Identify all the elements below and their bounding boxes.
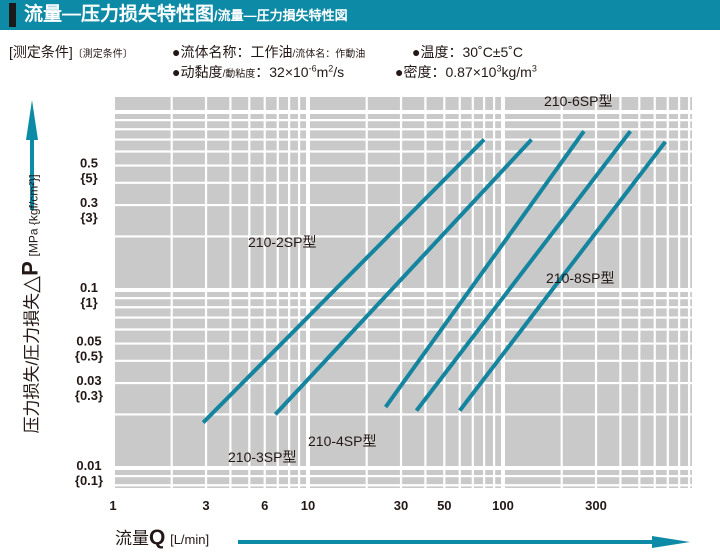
x-tick-label-300: 300 xyxy=(585,498,607,513)
title-sub: /流量—圧力損失特性図 xyxy=(214,8,348,23)
y-tick-label-0.1: 0.1 xyxy=(80,280,98,295)
y-tick-label-0.05: 0.05 xyxy=(76,334,101,349)
series-line-1 xyxy=(201,138,486,424)
x-tick-label-3: 3 xyxy=(202,498,209,513)
y-tick-sublabel-0.03: {0.3} xyxy=(75,388,103,403)
series-label-4: 210-6SP型 xyxy=(544,93,612,109)
condition-density: ●密度：0.87×103kg/m3 xyxy=(395,63,537,81)
y-tick-sublabel-0.01: {0.1} xyxy=(75,473,103,488)
x-tick-label-100: 100 xyxy=(492,498,514,513)
condition-viscosity-unit-exp: 2 xyxy=(328,63,334,74)
conditions-label-jp: 〔測定条件〕 xyxy=(72,49,133,60)
series-line-3 xyxy=(383,130,586,409)
condition-fluid-cn: ●流体名称：工作油 xyxy=(172,44,293,60)
series-label-1: 210-2SP型 xyxy=(248,234,316,250)
x-tick-label-30: 30 xyxy=(394,498,408,513)
condition-viscosity-value: ：32×10 xyxy=(255,64,309,80)
y-tick-label-0.3: 0.3 xyxy=(80,195,98,210)
series-line-2 xyxy=(273,138,533,416)
condition-viscosity-unit-tail: /s xyxy=(333,64,345,80)
title-bar: 流量—压力损失特性图/流量—圧力損失特性図 xyxy=(0,0,720,30)
y-tick-label-0.5: 0.5 xyxy=(80,156,98,171)
y-axis-symbol: △P xyxy=(17,261,43,293)
series-label-5: 210-8SP型 xyxy=(546,270,614,286)
plot-area xyxy=(113,97,692,488)
series-labels: 210-2SP型 210-3SP型 210-4SP型 210-6SP型 210-8SP型 xyxy=(228,93,614,465)
x-axis-unit: [L/min] xyxy=(170,532,210,547)
conditions-label-cn: [测定条件] xyxy=(9,44,73,60)
y-tick-sublabel-0.1: {1} xyxy=(80,295,97,310)
series-label-3: 210-4SP型 xyxy=(308,433,376,449)
x-axis-label: 流量Q [L/min] xyxy=(115,527,209,551)
x-tick-label-50: 50 xyxy=(437,498,451,513)
y-tick-sublabel-0.05: {0.5} xyxy=(75,349,103,364)
condition-viscosity-cn: ●动黏度 xyxy=(172,64,223,80)
condition-density-value: ●密度：0.87×10 xyxy=(395,64,497,80)
series-line-5 xyxy=(458,140,667,412)
condition-density-unit-exp: 3 xyxy=(531,63,537,74)
condition-density-exp: 3 xyxy=(496,63,502,74)
page-title: 流量—压力损失特性图/流量—圧力損失特性図 xyxy=(24,3,348,28)
y-tick-sublabel-0.5: {5} xyxy=(80,171,97,186)
condition-temperature: ●温度：30˚C±5˚C xyxy=(412,44,524,60)
title-main: 流量—压力损失特性图 xyxy=(24,4,215,25)
y-tick-label-0.01: 0.01 xyxy=(76,458,101,473)
y-axis-unit: [MPa {kgf/cm²}] xyxy=(26,174,41,257)
condition-viscosity-exp: -6 xyxy=(308,63,317,74)
vertical-grid xyxy=(111,97,691,488)
series-line-4 xyxy=(414,129,632,412)
y-axis-title: 压力损失/圧力損失 xyxy=(22,292,42,434)
y-tick-sublabel-0.3: {3} xyxy=(80,210,97,225)
y-axis-arrow xyxy=(26,100,38,210)
x-tick-label-1: 1 xyxy=(109,498,116,513)
condition-density-unit: kg/m xyxy=(501,64,532,80)
condition-viscosity: ●动黏度/動粘度：32×10-6m2/s xyxy=(172,63,344,84)
condition-fluid: ●流体名称：工作油/流体名：作動油 xyxy=(172,43,365,64)
x-axis-symbol: Q xyxy=(149,526,166,549)
y-tick-label-0.03: 0.03 xyxy=(76,373,101,388)
condition-viscosity-jp: /動粘度 xyxy=(222,69,256,80)
x-tick-label-6: 6 xyxy=(261,498,268,513)
y-axis-label: 压力损失/圧力損失△P [MPa {kgf/cm²}] xyxy=(18,96,43,512)
y-tick-labels: 0.5{5} 0.3{3} 0.1{1} 0.05{0.5} 0.03{0.3} 0.01… xyxy=(75,156,103,488)
conditions-label: [测定条件]〔測定条件〕 xyxy=(9,43,133,64)
title-mark xyxy=(9,3,16,27)
x-tick-labels: 1 3 6 10 30 50 100 300 xyxy=(109,498,607,513)
x-axis-arrow xyxy=(238,536,690,548)
condition-fluid-jp: /流体名：作動油 xyxy=(292,49,366,60)
x-axis-title: 流量 xyxy=(115,529,149,548)
x-tick-label-10: 10 xyxy=(301,498,315,513)
series-lines xyxy=(201,129,667,424)
condition-viscosity-unit: m xyxy=(316,64,329,80)
series-label-2: 210-3SP型 xyxy=(228,449,296,465)
